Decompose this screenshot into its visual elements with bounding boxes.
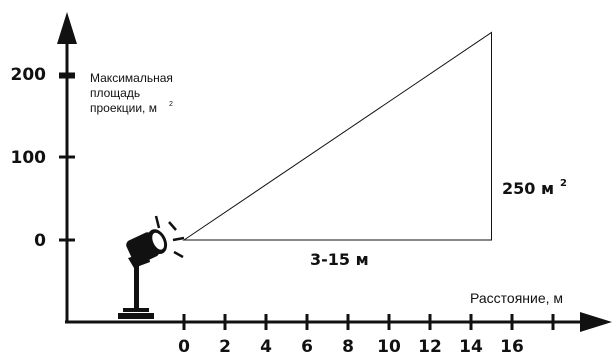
- y-axis-title-line-1: Максимальная: [90, 71, 173, 85]
- y-tick-label-0: 0: [34, 231, 46, 251]
- x-tick-label-14: 14: [459, 337, 483, 355]
- x-tick-label-12: 12: [418, 337, 442, 355]
- x-tick-label-10: 10: [377, 337, 401, 355]
- x-axis-title: Расстояние, м: [470, 290, 563, 306]
- y-tick-label-200: 200: [11, 65, 47, 85]
- projection-area-label: 250 м: [502, 179, 554, 198]
- y-tick-label-100: 100: [11, 148, 47, 168]
- y-axis-title-line-3: проекции, м: [90, 101, 157, 115]
- x-axis-arrow-icon: [580, 312, 612, 332]
- x-tick-label-2: 2: [219, 337, 231, 355]
- x-tick-label-4: 4: [260, 337, 272, 355]
- y-axis-title-line-2: площадь: [90, 86, 140, 100]
- spotlight-projector-icon: [118, 215, 185, 319]
- x-tick-label-0: 0: [178, 337, 190, 355]
- y-axis-title-superscript: 2: [169, 101, 173, 108]
- y-axis-arrow-icon: [57, 12, 77, 44]
- projection-distance-label: 3-15 м: [310, 250, 369, 269]
- projection-area-triangle: [182, 31, 492, 241]
- x-tick-label-6: 6: [301, 337, 313, 355]
- x-tick-label-8: 8: [342, 337, 354, 355]
- y-tick-label-300: 300: [11, 0, 47, 2]
- projection-area-label-superscript: 2: [560, 178, 567, 189]
- x-tick-label-16: 16: [500, 337, 524, 355]
